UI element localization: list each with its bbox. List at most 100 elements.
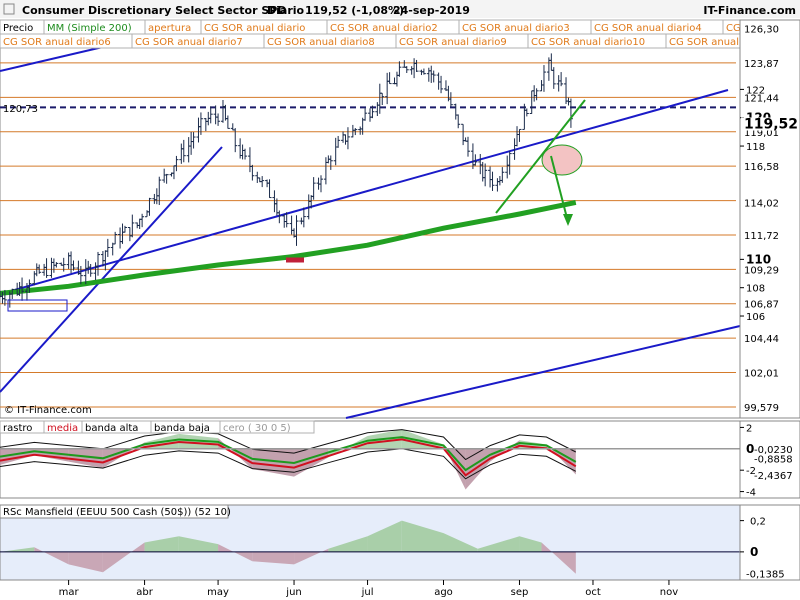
watermark: © IT-Finance.com: [4, 405, 92, 416]
oscillator-media-line: [0, 438, 577, 477]
mansfield-positive-area: [0, 547, 35, 552]
mansfield-positive-area: [367, 520, 402, 552]
mansfield-positive-area: [178, 536, 219, 552]
legend-tab-label: CG SOR anual diario2: [330, 23, 438, 34]
level-label: 126,30: [744, 24, 779, 35]
legend-tab-label: CG SOR anual diario8: [267, 37, 375, 48]
legend-tab-label: CG SOR anual diario7: [135, 37, 243, 48]
oscillator-plot-area: [0, 420, 741, 499]
mansfield-legend: RSc Mansfield (EEUU 500 Cash (50$)) (52 …: [3, 507, 231, 518]
price-y-axis: 126,30123,87121,44119,01116,58114,15111,…: [739, 19, 800, 419]
x-axis-area: [0, 582, 800, 600]
x-tick-label: ago: [434, 587, 453, 598]
last-price-label: 119,52: [744, 117, 798, 133]
dashed-level-label: 120,73: [3, 104, 38, 115]
x-tick-label: mar: [59, 587, 80, 598]
brand-label: IT-Finance.com: [703, 4, 796, 17]
oscillator-tick-label: -4: [746, 488, 756, 499]
oscillator-negative-area: [490, 440, 520, 462]
mansfield-negative-area: [252, 551, 295, 565]
oscillator-band-low: [0, 448, 577, 480]
mansfield-positive-area: [401, 520, 444, 552]
level-label: 106,87: [744, 300, 779, 311]
ma-value-label: 114,02: [744, 198, 779, 209]
oscillator-tick-label: -2: [746, 466, 756, 477]
mansfield-negative-area: [102, 542, 145, 573]
ma200-line: [0, 199, 577, 296]
level-label: 104,44: [744, 334, 779, 345]
mansfield-legend-box[interactable]: [0, 504, 229, 519]
mansfield-panel: RSc Mansfield (EEUU 500 Cash (50$)) (52 …: [0, 504, 741, 581]
chart-period: Diario: [267, 4, 305, 17]
oscillator-value-label: -0,8858: [754, 454, 793, 465]
chart-title: Consumer Discretionary Select Sector SPD: [22, 4, 286, 17]
mansfield-negative-area: [294, 548, 329, 565]
price-tick-label: 106: [746, 312, 765, 323]
legend-tabs: Precio MM (Simple 200) apertura CG SOR anua…: [0, 19, 800, 49]
oscillator-signal-line: [0, 436, 577, 472]
trendline-rising: [0, 146, 223, 393]
oscillator-legend-label: rastro: [3, 423, 32, 434]
level-label: 121,44: [744, 93, 779, 104]
price-tick-label: 108: [746, 284, 765, 295]
legend-tab-label: CG SOR anual diario3: [462, 23, 570, 34]
mansfield-fill: [0, 520, 576, 574]
chart-quote: 119,52 (-1,08%): [305, 4, 404, 17]
oscillator-legend: rastro media banda alta banda baja cero ( 30…: [0, 420, 315, 434]
oscillator-tick-label: 2: [746, 423, 752, 434]
level-label: 123,87: [744, 59, 779, 70]
mansfield-negative-area: [68, 551, 103, 573]
x-tick-label: nov: [660, 587, 678, 598]
oscillator-legend-label: cero ( 30 0 5): [223, 423, 291, 434]
level-label: 116,58: [744, 162, 779, 173]
legend-tab-label: CG SOR anual diario11: [669, 37, 783, 48]
oscillator-zero-label: 0: [746, 442, 754, 456]
oscillator-negative-area: [68, 448, 103, 469]
mansfield-positive-area: [328, 536, 368, 552]
chart-date: 24-sep-2019: [393, 4, 470, 17]
oscillator-y-axis: 2 -2 -4 0 -0,0230-0,8858 -2,4367: [739, 420, 800, 499]
legend-tab-label: CG SOR anual diario: [204, 23, 305, 34]
header-bar: [0, 0, 800, 18]
oscillator-legend-tab[interactable]: [219, 420, 315, 434]
last-price-box: [741, 117, 799, 131]
green-arrow-line: [550, 155, 569, 223]
level-label: 102,01: [744, 369, 779, 380]
highlight-box: [7, 299, 68, 312]
mansfield-tick-label: 0,2: [750, 517, 766, 528]
legend-tab-label: CG SOR anual diario10: [531, 37, 645, 48]
x-tick-label: may: [207, 587, 229, 598]
mansfield-negative-area: [218, 544, 253, 562]
price-tick-label: 110: [746, 252, 771, 266]
price-tick-label: 118: [746, 142, 765, 153]
x-tick-label: oct: [585, 587, 601, 598]
oscillator-axis-area: [739, 420, 800, 499]
x-tick-label: jun: [285, 587, 301, 598]
legend-tab-label: CG SOR anual diario4: [594, 23, 702, 34]
oscillator-legend-label: media: [47, 423, 78, 434]
x-tick-label: sep: [511, 587, 529, 598]
trendline-channel-low: [345, 325, 741, 419]
legend-tab-label: MM (Simple 200): [47, 23, 132, 34]
mansfield-positive-area: [477, 536, 520, 552]
header-menu-icon[interactable]: [3, 3, 15, 15]
x-axis: mar abr may jun jul ago sep oct nov: [0, 580, 800, 600]
x-tick-label: jul: [361, 587, 374, 598]
legend-tab-label: apertura: [148, 23, 191, 34]
horizontal-levels: [0, 27, 736, 408]
mansfield-last-value: -0,1385: [746, 570, 785, 581]
mansfield-positive-area: [144, 536, 179, 552]
level-label: 111,72: [744, 231, 779, 242]
mansfield-y-axis: 0,2 0 -0,1385: [739, 504, 800, 581]
trendline-channel-mid: [0, 89, 729, 295]
mansfield-axis-area: [739, 504, 800, 581]
legend-tab-label: Precio: [3, 23, 33, 34]
oscillator-panel: rastro media banda alta banda baja cero ( 30…: [0, 420, 741, 499]
price-panel: 120,73 © IT-Finance.com: [0, 19, 741, 419]
level-label: 109,29: [744, 265, 779, 276]
green-arrow-head: [563, 214, 573, 226]
price-plot-area: [0, 19, 741, 419]
oscillator-legend-label: banda baja: [154, 423, 210, 434]
price-bars: [0, 53, 573, 308]
